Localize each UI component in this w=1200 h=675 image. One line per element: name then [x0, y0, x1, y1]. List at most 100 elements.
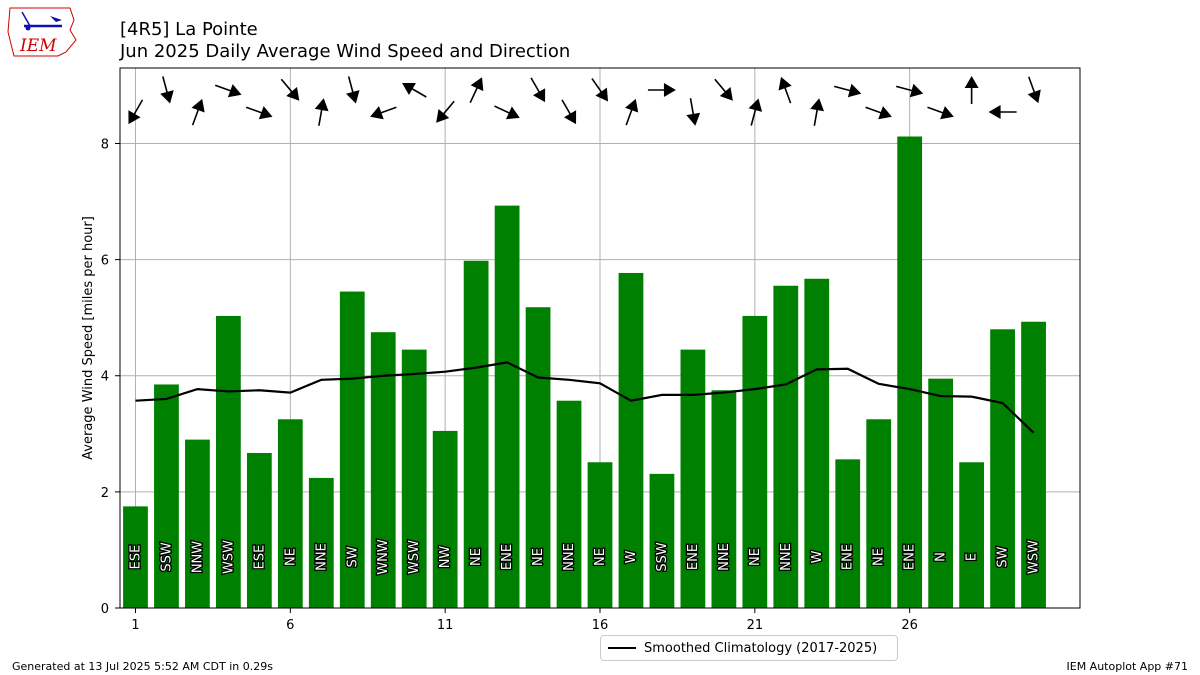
bar	[959, 462, 984, 608]
bar	[804, 278, 830, 608]
legend-line-swatch	[608, 647, 636, 649]
bar	[711, 390, 737, 608]
arrow-shaft	[379, 106, 397, 115]
wind-arrow	[647, 83, 676, 97]
arrow-head	[940, 106, 954, 120]
arrow-shaft	[714, 78, 728, 94]
bar	[649, 473, 675, 608]
wind-arrow	[314, 98, 329, 126]
x-tick-label: 6	[286, 618, 294, 633]
y-tick-label: 6	[101, 254, 109, 269]
arrow-shaft	[191, 107, 200, 126]
direction-label: ENE	[500, 544, 515, 570]
arrow-head	[595, 87, 609, 102]
iem-logo: IEM	[7, 7, 77, 57]
bar	[525, 307, 551, 608]
y-tick-label: 4	[101, 370, 109, 385]
x-tick-label: 26	[901, 618, 918, 633]
bar	[123, 506, 148, 608]
y-tick-label: 0	[101, 602, 109, 617]
arrow-head	[563, 110, 577, 125]
bar	[154, 384, 179, 608]
arrow-head	[436, 109, 450, 123]
wind-arrow	[245, 106, 273, 120]
bar	[928, 378, 954, 608]
direction-label: NE	[872, 548, 887, 566]
arrow-shaft	[895, 85, 914, 92]
wind-arrow	[591, 78, 609, 102]
direction-label: WNW	[376, 539, 391, 575]
legend: Smoothed Climatology (2017-2025)	[600, 635, 898, 661]
wind-arrow	[370, 106, 397, 120]
wind-arrow	[964, 76, 979, 104]
direction-label: ENE	[686, 544, 701, 570]
arrow-head	[533, 88, 546, 103]
arrow-head	[778, 76, 792, 91]
logo-vane-dot	[25, 25, 31, 31]
arrow-head	[402, 82, 416, 96]
footer-generated-text: Generated at 13 Jul 2025 5:52 AM CDT in …	[12, 660, 273, 673]
y-tick-label: 2	[101, 486, 109, 501]
bar	[773, 285, 799, 608]
arrow-head	[810, 98, 825, 112]
y-tick-label: 8	[101, 137, 109, 152]
arrow-head	[847, 83, 862, 98]
arrow-shaft	[783, 85, 792, 104]
direction-label: ENE	[903, 544, 918, 570]
direction-label: NNW	[190, 541, 205, 573]
arrow-head	[191, 98, 205, 113]
x-tick-label: 16	[592, 618, 609, 633]
arrow-shaft	[318, 107, 323, 126]
wind-arrow	[1027, 76, 1041, 104]
bar	[835, 459, 861, 608]
x-tick-label: 11	[437, 618, 454, 633]
direction-label: ESE	[128, 545, 143, 570]
wind-arrow	[834, 83, 862, 98]
wind-arrow	[402, 82, 427, 98]
bar	[618, 272, 644, 608]
arrow-shaft	[494, 105, 512, 115]
arrow-shaft	[214, 84, 233, 93]
arrow-head	[286, 87, 300, 101]
arrow-shaft	[865, 106, 883, 115]
direction-label: NNE	[779, 543, 794, 571]
wind-arrow	[469, 77, 484, 104]
wind-arrow	[128, 99, 144, 125]
arrow-shaft	[625, 107, 634, 126]
wind-arrow	[214, 84, 242, 98]
direction-label: NNE	[717, 543, 732, 571]
wind-arrow	[748, 98, 763, 126]
bar	[432, 430, 458, 608]
wind-arrow	[714, 78, 733, 101]
arrow-head	[346, 90, 360, 104]
arrow-shaft	[530, 77, 541, 94]
wind-arrow	[625, 98, 639, 126]
wind-arrow	[494, 105, 520, 120]
arrow-head	[1027, 89, 1041, 104]
logo-vane-tail	[50, 16, 62, 22]
chart-title-line2: Jun 2025 Daily Average Wind Speed and Di…	[119, 41, 570, 62]
arrow-shaft	[347, 76, 355, 95]
arrow-shaft	[561, 99, 572, 116]
wind-arrow	[686, 98, 701, 126]
bar	[370, 332, 396, 608]
direction-label: NE	[593, 548, 608, 566]
arrow-head	[878, 106, 892, 120]
arrow-shaft	[280, 78, 294, 94]
direction-label: SW	[345, 546, 360, 567]
arrow-head	[964, 76, 979, 88]
arrow-shaft	[813, 107, 819, 126]
logo-state-outline	[7, 7, 77, 57]
bar	[742, 315, 768, 608]
arrow-head	[258, 106, 273, 120]
bar	[680, 349, 706, 608]
direction-label: NE	[469, 548, 484, 566]
arrow-shaft	[834, 85, 852, 92]
direction-label: SSW	[655, 542, 670, 572]
arrow-head	[470, 77, 484, 92]
arrows-layer	[128, 76, 1041, 126]
wind-arrow	[160, 76, 174, 104]
arrow-shaft	[245, 106, 264, 115]
bar	[494, 205, 520, 608]
